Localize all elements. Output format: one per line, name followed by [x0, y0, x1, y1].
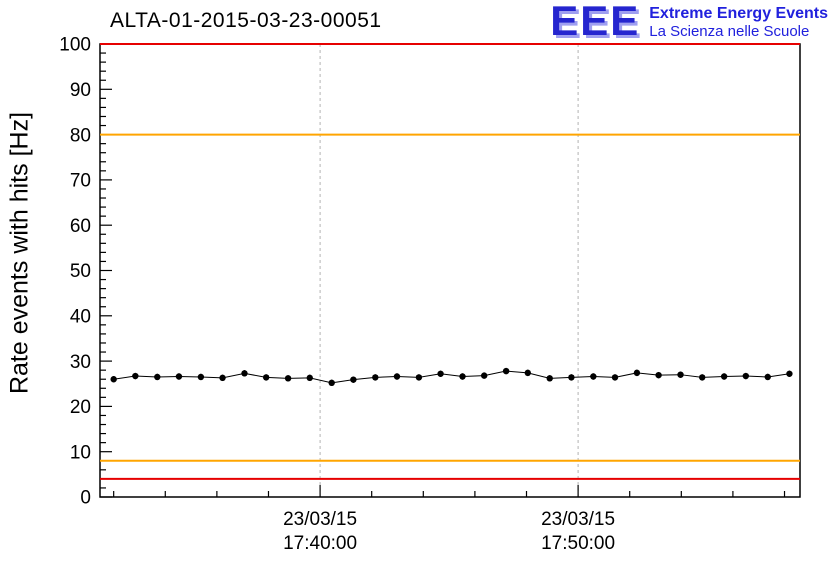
data-point-marker — [590, 373, 597, 380]
eee-logo: EEE Extreme Energy Events La Scienza nel… — [550, 0, 828, 44]
x-tick-label-date: 23/03/15 — [541, 509, 615, 530]
data-point-marker — [219, 374, 226, 382]
data-point-marker — [546, 375, 553, 382]
series-line — [113, 370, 790, 384]
reference-lines — [100, 43, 800, 480]
eee-logo-subtitle: Extreme Energy Events La Scienza nelle S… — [649, 3, 828, 41]
data-point-marker — [154, 373, 161, 381]
data-point-marker — [524, 369, 531, 377]
data-point-marker — [764, 373, 771, 381]
y-tick-label: 30 — [70, 352, 91, 373]
eee-logo-subtitle-it: La Scienza nelle Scuole — [649, 23, 810, 40]
data-point-marker — [110, 376, 117, 383]
y-tick-label: 40 — [70, 306, 91, 327]
y-tick-label: 60 — [70, 216, 91, 237]
data-point-marker — [502, 367, 510, 375]
eee-logo-subtitle-en: Extreme Energy Events — [649, 5, 828, 22]
data-point-marker — [720, 373, 728, 380]
data-point-marker — [197, 373, 205, 381]
y-tick-label: 0 — [80, 488, 91, 509]
y-tick-label: 90 — [70, 80, 91, 101]
data-point-marker — [611, 374, 619, 381]
data-point-marker — [459, 373, 466, 380]
x-tick-label-date: 23/03/15 — [283, 509, 357, 530]
chart-title: ALTA-01-2015-03-23-00051 — [110, 9, 382, 32]
y-tick-label: 70 — [70, 171, 91, 192]
data-point-marker — [132, 372, 139, 380]
y-axis: 0 10 20 30 40 50 60 70 80 90 100 — [59, 35, 112, 509]
y-axis-label: Rate events with hits [Hz] — [5, 111, 34, 395]
data-point-marker — [284, 375, 292, 382]
y-tick-label: 20 — [70, 397, 91, 418]
data-point-marker — [437, 370, 444, 377]
gridlines — [319, 44, 579, 497]
data-point-marker — [633, 369, 641, 377]
data-point-marker — [350, 376, 357, 383]
y-tick-label: 50 — [70, 261, 91, 282]
data-point-marker — [262, 374, 270, 381]
x-tick-label-time: 17:40:00 — [283, 533, 357, 554]
data-point-marker — [393, 373, 401, 380]
data-point-marker — [480, 372, 488, 379]
y-tick-label: 100 — [59, 35, 91, 56]
data-point-marker — [742, 372, 750, 380]
x-tick-label-time: 17:50:00 — [541, 533, 615, 554]
data-point-marker — [306, 374, 313, 382]
data-point-marker — [372, 374, 379, 381]
eee-logo-acronym: EEE — [550, 0, 641, 44]
data-point-marker — [655, 371, 662, 379]
series-rate-events-with-hits — [110, 367, 793, 387]
data-point-marker — [175, 373, 183, 380]
data-point-marker — [415, 374, 423, 381]
y-tick-label: 10 — [70, 442, 91, 463]
x-axis: 23/03/15 17:40:00 23/03/15 17:50:00 — [113, 485, 786, 554]
plot-frame — [99, 43, 801, 498]
data-point-marker — [568, 374, 575, 381]
data-point-marker — [328, 379, 335, 387]
data-point-marker — [241, 370, 248, 377]
y-tick-label: 80 — [70, 125, 91, 146]
data-point-marker — [699, 374, 706, 381]
data-point-marker — [786, 370, 793, 377]
data-point-marker — [677, 371, 684, 378]
